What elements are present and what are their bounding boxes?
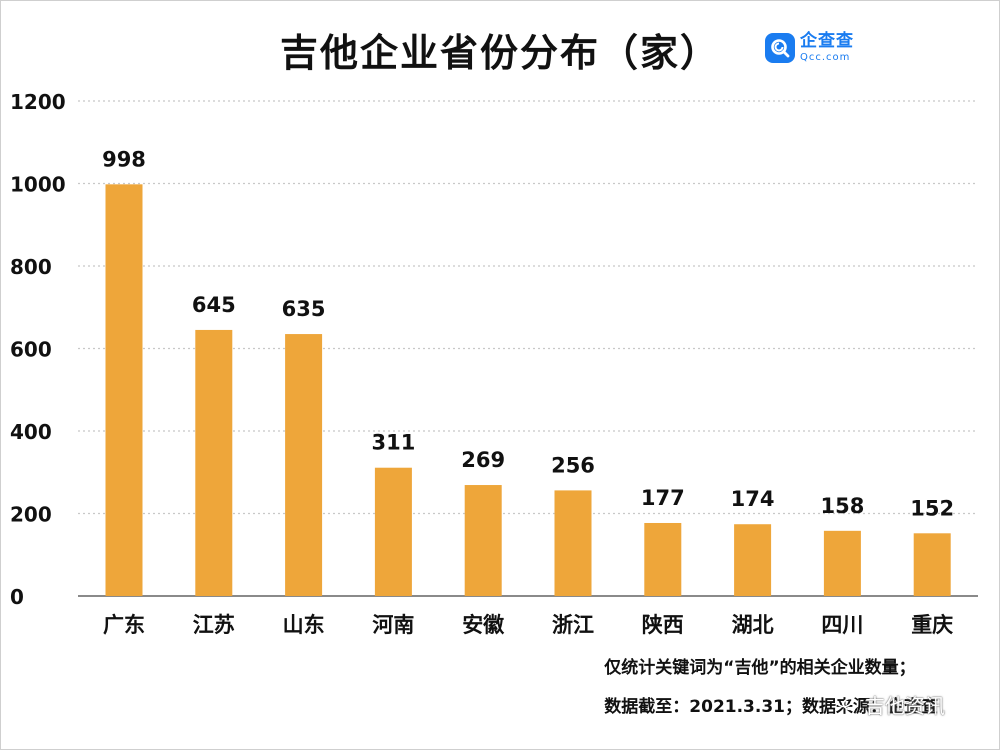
data-label: 269 xyxy=(461,448,505,472)
data-label: 311 xyxy=(371,431,415,455)
watermark: 吉他资讯 xyxy=(835,690,945,719)
x-tick-label: 安徽 xyxy=(462,613,505,637)
x-tick-label: 浙江 xyxy=(552,613,594,637)
note-source: 数据截至：2021.3.31；数据来源：企查查 xyxy=(604,697,938,717)
note-scope: 仅统计关键词为“吉他”的相关企业数量； xyxy=(604,658,916,678)
x-tick-label: 湖北 xyxy=(732,613,774,637)
y-tick-label: 800 xyxy=(10,255,52,279)
watermark-text: 吉他资讯 xyxy=(865,694,945,718)
x-tick-label: 重庆 xyxy=(911,613,953,637)
bar xyxy=(374,467,412,596)
data-label: 998 xyxy=(102,147,146,171)
bar xyxy=(554,490,592,596)
data-label: 158 xyxy=(820,494,864,518)
y-tick-label: 200 xyxy=(10,503,52,527)
x-tick-label: 四川 xyxy=(821,613,863,637)
y-tick-label: 400 xyxy=(10,420,52,444)
qcc-logo-name: 企查查 xyxy=(800,31,854,51)
data-label: 174 xyxy=(731,487,775,511)
y-tick-label: 1200 xyxy=(10,90,66,114)
bar xyxy=(195,329,233,596)
chart-title: 吉他企业省份分布（家） xyxy=(279,31,720,75)
chart-notes: 仅统计关键词为“吉他”的相关企业数量； 数据截至：2021.3.31；数据来源：… xyxy=(604,660,938,738)
bar xyxy=(105,184,143,596)
qcc-logo: 企查查 Qcc.com xyxy=(765,30,854,66)
x-tick-label: 山东 xyxy=(283,613,325,637)
qcc-logo-icon xyxy=(765,33,795,63)
bar xyxy=(734,524,772,596)
bar xyxy=(823,530,861,596)
x-tick-label: 江苏 xyxy=(193,613,235,637)
y-tick-label: 1000 xyxy=(10,173,66,197)
x-tick-label: 陕西 xyxy=(642,613,684,637)
data-label: 256 xyxy=(551,453,595,477)
data-label: 635 xyxy=(282,297,326,321)
y-tick-label: 0 xyxy=(10,585,24,609)
qcc-logo-domain: Qcc.com xyxy=(800,52,851,63)
bar xyxy=(464,485,502,596)
bar xyxy=(285,334,323,596)
x-tick-label: 河南 xyxy=(372,613,414,637)
bar xyxy=(644,522,682,596)
data-label: 152 xyxy=(910,496,954,520)
wechat-icon xyxy=(835,692,859,717)
y-tick-label: 600 xyxy=(10,338,52,362)
data-label: 177 xyxy=(641,486,685,510)
bar xyxy=(913,533,951,596)
data-label: 645 xyxy=(192,293,236,317)
x-tick-label: 广东 xyxy=(103,613,145,637)
